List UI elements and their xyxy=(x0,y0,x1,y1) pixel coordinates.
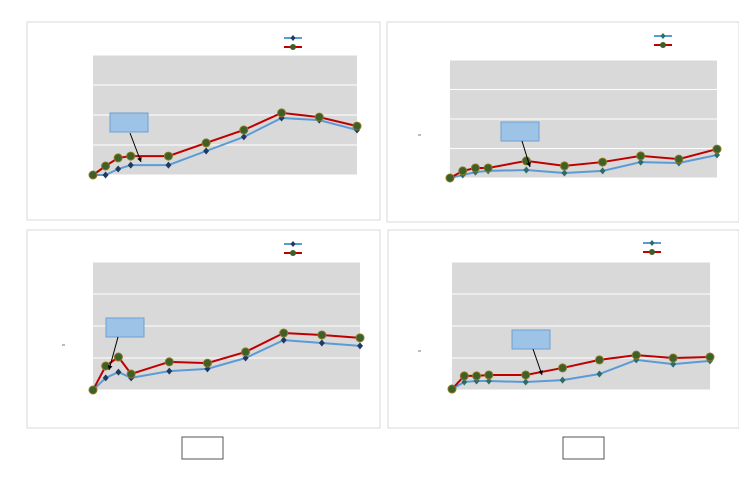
annotation-arrow xyxy=(108,336,119,371)
empty-box xyxy=(562,436,605,460)
marker xyxy=(712,144,722,154)
marker xyxy=(126,151,136,161)
marker xyxy=(631,350,641,360)
empty-box xyxy=(181,436,224,460)
marker xyxy=(559,376,566,384)
marker xyxy=(461,378,468,386)
arrow-head xyxy=(137,157,142,162)
marker xyxy=(558,363,568,373)
marker xyxy=(279,328,289,338)
marker xyxy=(202,358,212,368)
marker xyxy=(523,166,530,174)
marker xyxy=(470,163,480,173)
annotation-box xyxy=(109,112,149,133)
marker xyxy=(485,377,492,385)
arrow-head xyxy=(538,370,543,375)
marker xyxy=(201,138,211,148)
legend-marker xyxy=(290,44,296,50)
series-line xyxy=(92,111,358,176)
annotation-arrow xyxy=(532,348,543,376)
marker xyxy=(355,333,365,343)
marker xyxy=(594,355,604,365)
marker xyxy=(240,133,247,141)
series-line xyxy=(451,358,711,390)
legend-marker xyxy=(290,35,296,41)
annotation-box xyxy=(511,329,551,350)
legend-marker xyxy=(649,249,655,255)
marker xyxy=(472,371,482,381)
marker xyxy=(280,336,287,344)
marker xyxy=(521,370,531,380)
marker xyxy=(483,163,493,173)
marker xyxy=(670,360,677,368)
marker xyxy=(242,354,249,362)
marker xyxy=(314,112,324,122)
marker xyxy=(317,330,327,340)
marker xyxy=(352,121,362,131)
annotation-box xyxy=(500,121,540,142)
marker xyxy=(127,161,134,169)
marker xyxy=(596,370,603,378)
marker xyxy=(522,378,529,386)
marker xyxy=(241,347,251,357)
marker xyxy=(559,161,569,171)
marker xyxy=(445,173,455,183)
marker xyxy=(668,353,678,363)
marker xyxy=(357,342,363,350)
marker xyxy=(164,357,174,367)
series-line xyxy=(449,148,718,179)
annotation-box xyxy=(105,317,145,338)
marker xyxy=(113,352,123,362)
marker xyxy=(561,169,568,177)
marker xyxy=(705,352,715,362)
marker xyxy=(165,161,172,169)
marker xyxy=(459,371,469,381)
marker xyxy=(599,167,606,175)
marker xyxy=(115,165,122,173)
arrow-head xyxy=(107,365,113,370)
series-line xyxy=(92,339,361,391)
series-line xyxy=(451,354,711,390)
arrow-head xyxy=(526,162,532,167)
marker xyxy=(126,369,136,379)
legend-marker xyxy=(660,33,666,39)
marker xyxy=(447,384,457,394)
series-line xyxy=(449,154,718,179)
marker xyxy=(102,171,109,179)
annotation-arrow xyxy=(521,140,531,168)
marker xyxy=(166,367,173,375)
marker xyxy=(88,385,98,395)
marker xyxy=(318,339,325,347)
marker xyxy=(277,108,287,118)
marker xyxy=(203,147,210,155)
marker xyxy=(674,154,684,164)
marker xyxy=(163,151,173,161)
marker xyxy=(458,166,468,176)
marker xyxy=(239,125,249,135)
marker xyxy=(598,157,608,167)
marker xyxy=(115,368,122,376)
legend-marker xyxy=(290,250,296,256)
legend-marker xyxy=(290,241,296,247)
annotation-arrow xyxy=(129,132,142,163)
series-line xyxy=(93,116,358,176)
marker xyxy=(636,151,646,161)
legend-marker xyxy=(649,240,655,246)
marker xyxy=(102,374,109,382)
marker xyxy=(113,153,123,163)
marker xyxy=(637,158,644,166)
marker xyxy=(484,370,494,380)
marker xyxy=(101,161,111,171)
series-line xyxy=(92,332,361,391)
legend-marker xyxy=(660,42,666,48)
marker xyxy=(88,170,98,180)
